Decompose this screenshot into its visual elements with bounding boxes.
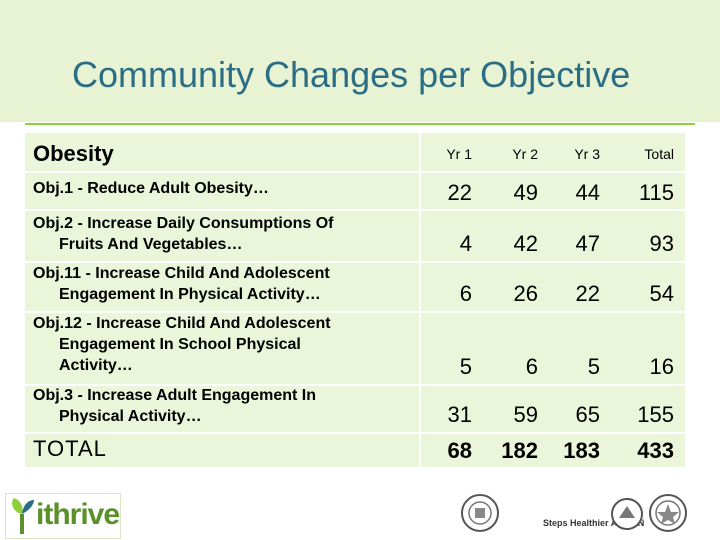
- column-header-total: Total: [644, 146, 674, 162]
- value-total: 93: [649, 231, 674, 256]
- value-yr2: 49: [513, 180, 538, 205]
- value-total: 54: [649, 281, 674, 306]
- county-seal-icon: [649, 494, 687, 532]
- objective-label-line: Obj.1 - Reduce Adult Obesity…: [33, 180, 269, 197]
- objective-label: Obj.11 - Increase Child And Adolescent E…: [33, 263, 330, 305]
- objective-label-line: Obj.11 - Increase Child And Adolescent: [33, 265, 330, 282]
- partner-logo-text: Steps Healthier AUSTIN: [543, 518, 645, 528]
- value-total: 115: [638, 180, 674, 205]
- value-yr2: 6: [525, 354, 538, 379]
- partner-seal-icon: [461, 494, 499, 532]
- value-yr3: 5: [587, 354, 600, 379]
- value-yr3: 22: [575, 281, 600, 306]
- city-seal-icon: [611, 498, 643, 530]
- total-label: TOTAL: [33, 436, 107, 461]
- value-yr1: 5: [459, 354, 472, 379]
- value-yr3: 47: [575, 231, 600, 256]
- objective-label-line: Fruits And Vegetables…: [59, 236, 243, 253]
- value-yr1: 4: [459, 231, 472, 256]
- objective-label: Obj.12 - Increase Child And Adolescent E…: [33, 313, 331, 376]
- total-yr2: 182: [501, 438, 538, 463]
- objectives-table: [25, 133, 685, 467]
- row-divider: [25, 171, 685, 173]
- objective-label: Obj.1 - Reduce Adult Obesity…: [33, 178, 269, 199]
- row-divider: [25, 311, 685, 313]
- value-yr1: 22: [447, 180, 472, 205]
- leaf-icon: [12, 498, 34, 534]
- objective-label-line: Obj.3 - Increase Adult Engagement In: [33, 387, 317, 404]
- column-header-yr2: Yr 2: [512, 146, 538, 162]
- value-yr3: 44: [575, 180, 600, 205]
- objective-label-line: Obj.2 - Increase Daily Consumptions Of: [33, 215, 334, 232]
- objective-label-line: Activity…: [59, 357, 133, 374]
- objective-label-line: Obj.12 - Increase Child And Adolescent: [33, 315, 331, 332]
- page-title: Community Changes per Objective: [72, 54, 631, 95]
- value-total: 155: [637, 402, 674, 427]
- logo-wordmark: ithrive: [36, 498, 120, 531]
- row-divider: [25, 432, 685, 434]
- value-total: 16: [649, 354, 674, 379]
- value-yr2: 26: [513, 281, 538, 306]
- title-underline: [25, 123, 695, 125]
- objective-label-line: Engagement In School Physical: [59, 336, 301, 353]
- column-header-yr3: Yr 3: [574, 146, 600, 162]
- column-header-yr1: Yr 1: [446, 146, 472, 162]
- column-divider: [419, 133, 421, 467]
- value-yr3: 65: [575, 402, 600, 427]
- objective-label-line: Physical Activity…: [59, 408, 202, 425]
- objective-label: Obj.3 - Increase Adult Engagement In Phy…: [33, 385, 316, 427]
- title-band: [0, 0, 720, 122]
- value-yr2: 42: [513, 231, 538, 256]
- objective-label-line: Engagement In Physical Activity…: [59, 286, 321, 303]
- total-value: 433: [637, 438, 674, 463]
- value-yr1: 6: [459, 281, 472, 306]
- total-yr1: 68: [447, 438, 472, 463]
- row-divider: [25, 261, 685, 263]
- total-yr3: 183: [563, 438, 600, 463]
- value-yr1: 31: [447, 402, 472, 427]
- ithrive-logo: ithrive: [5, 493, 121, 539]
- row-divider: [25, 384, 685, 386]
- value-yr2: 59: [513, 402, 538, 427]
- objective-label: Obj.2 - Increase Daily Consumptions Of F…: [33, 213, 334, 255]
- row-divider: [25, 209, 685, 211]
- table-header-label: Obesity: [33, 141, 114, 166]
